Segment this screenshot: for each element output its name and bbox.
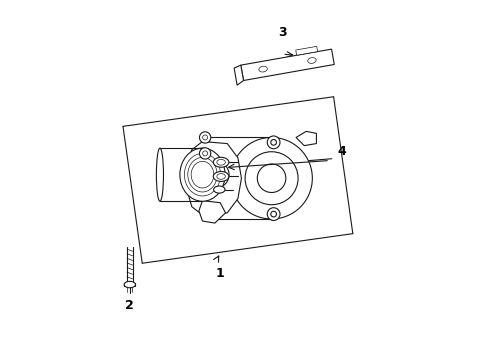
Ellipse shape — [156, 148, 164, 201]
Polygon shape — [241, 49, 334, 81]
Polygon shape — [296, 46, 318, 55]
Ellipse shape — [259, 66, 268, 72]
Ellipse shape — [213, 171, 229, 181]
Ellipse shape — [308, 58, 316, 63]
Ellipse shape — [231, 138, 312, 219]
Polygon shape — [296, 131, 317, 145]
Ellipse shape — [203, 151, 208, 156]
Text: 1: 1 — [216, 267, 224, 280]
Ellipse shape — [199, 132, 211, 143]
Text: 4: 4 — [337, 145, 346, 158]
Ellipse shape — [217, 159, 225, 165]
Polygon shape — [185, 141, 242, 215]
Polygon shape — [199, 201, 225, 223]
Ellipse shape — [214, 186, 225, 193]
Ellipse shape — [271, 140, 276, 145]
Text: 2: 2 — [125, 299, 134, 312]
Ellipse shape — [180, 148, 225, 201]
Ellipse shape — [202, 161, 229, 188]
Ellipse shape — [213, 157, 229, 167]
Ellipse shape — [267, 208, 280, 220]
Polygon shape — [234, 65, 244, 85]
Ellipse shape — [124, 282, 135, 288]
Ellipse shape — [257, 164, 286, 193]
Ellipse shape — [203, 138, 212, 219]
Ellipse shape — [271, 211, 276, 217]
Text: 3: 3 — [278, 26, 287, 39]
Ellipse shape — [203, 135, 208, 140]
Ellipse shape — [267, 136, 280, 149]
Ellipse shape — [199, 148, 211, 159]
Ellipse shape — [217, 174, 225, 179]
Ellipse shape — [245, 152, 298, 205]
